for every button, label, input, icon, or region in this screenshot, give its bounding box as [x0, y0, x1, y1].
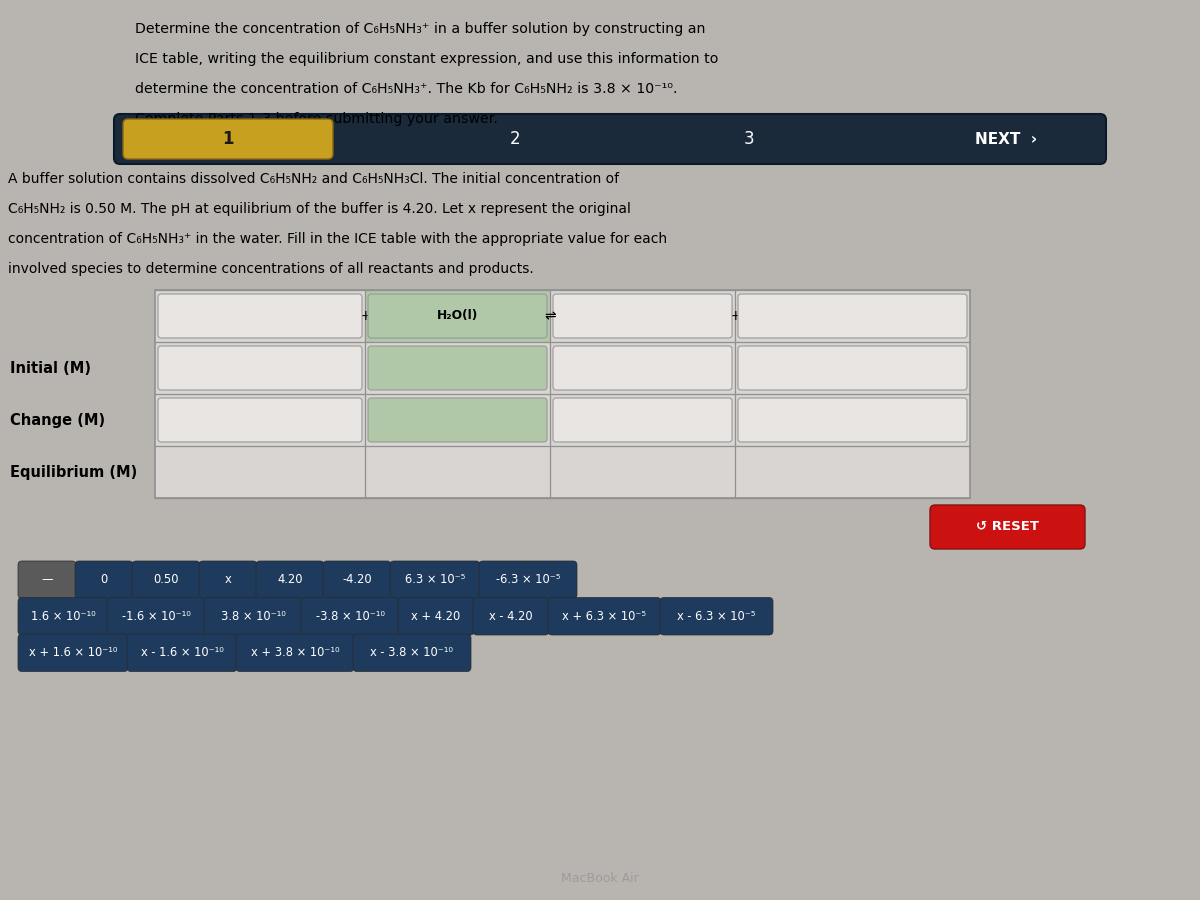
Text: +: +: [730, 309, 740, 323]
Text: x + 1.6 × 10⁻¹⁰: x + 1.6 × 10⁻¹⁰: [29, 646, 118, 659]
FancyBboxPatch shape: [236, 634, 354, 671]
Text: Equilibrium (M): Equilibrium (M): [10, 464, 137, 480]
Text: concentration of C₆H₅NH₃⁺ in the water. Fill in the ICE table with the appropria: concentration of C₆H₅NH₃⁺ in the water. …: [8, 232, 667, 246]
FancyBboxPatch shape: [158, 294, 362, 338]
FancyBboxPatch shape: [473, 598, 548, 635]
FancyBboxPatch shape: [353, 634, 472, 671]
Text: x - 4.20: x - 4.20: [490, 610, 533, 623]
FancyBboxPatch shape: [398, 598, 474, 635]
Text: ⇌: ⇌: [544, 309, 556, 323]
FancyBboxPatch shape: [158, 346, 362, 390]
Text: Complete Parts 1-3 before submitting your answer.: Complete Parts 1-3 before submitting you…: [134, 112, 498, 126]
Text: Change (M): Change (M): [10, 412, 106, 427]
FancyBboxPatch shape: [114, 114, 1106, 164]
Text: +: +: [359, 309, 371, 323]
FancyBboxPatch shape: [18, 634, 128, 671]
FancyBboxPatch shape: [199, 561, 257, 599]
Text: 6.3 × 10⁻⁵: 6.3 × 10⁻⁵: [404, 573, 466, 586]
Text: x - 3.8 × 10⁻¹⁰: x - 3.8 × 10⁻¹⁰: [371, 646, 454, 659]
Text: involved species to determine concentrations of all reactants and products.: involved species to determine concentrat…: [8, 262, 534, 276]
FancyBboxPatch shape: [368, 346, 547, 390]
FancyBboxPatch shape: [738, 346, 967, 390]
Text: C₆H₅NH₂ is 0.50 M. The pH at equilibrium of the buffer is 4.20. Let x represent : C₆H₅NH₂ is 0.50 M. The pH at equilibrium…: [8, 202, 631, 216]
FancyBboxPatch shape: [301, 598, 398, 635]
Text: x - 1.6 × 10⁻¹⁰: x - 1.6 × 10⁻¹⁰: [140, 646, 223, 659]
Text: 1: 1: [222, 130, 234, 148]
FancyBboxPatch shape: [18, 561, 76, 599]
Text: NEXT  ›: NEXT ›: [976, 131, 1038, 147]
Text: ⇌: ⇌: [544, 309, 556, 323]
Text: 1.6 × 10⁻¹⁰: 1.6 × 10⁻¹⁰: [31, 610, 95, 623]
Text: -6.3 × 10⁻⁵: -6.3 × 10⁻⁵: [496, 573, 560, 586]
FancyBboxPatch shape: [368, 398, 547, 442]
Text: x + 3.8 × 10⁻¹⁰: x + 3.8 × 10⁻¹⁰: [251, 646, 340, 659]
Text: H₂O(l): H₂O(l): [437, 310, 478, 322]
FancyBboxPatch shape: [256, 561, 324, 599]
FancyBboxPatch shape: [204, 598, 302, 635]
Text: A buffer solution contains dissolved C₆H₅NH₂ and C₆H₅NH₃Cl. The initial concentr: A buffer solution contains dissolved C₆H…: [8, 172, 619, 186]
FancyBboxPatch shape: [548, 598, 661, 635]
Bar: [155, 290, 970, 498]
Text: 2: 2: [510, 130, 521, 148]
Text: —: —: [41, 573, 53, 586]
FancyBboxPatch shape: [738, 294, 967, 338]
Text: 0: 0: [101, 573, 108, 586]
Text: Determine the concentration of C₆H₅NH₃⁺ in a buffer solution by constructing an: Determine the concentration of C₆H₅NH₃⁺ …: [134, 22, 706, 36]
Bar: [365, 290, 550, 342]
FancyBboxPatch shape: [553, 398, 732, 442]
Text: determine the concentration of C₆H₅NH₃⁺. The Kb for C₆H₅NH₂ is 3.8 × 10⁻¹⁰.: determine the concentration of C₆H₅NH₃⁺.…: [134, 82, 678, 96]
FancyBboxPatch shape: [124, 119, 334, 159]
FancyBboxPatch shape: [158, 398, 362, 442]
FancyBboxPatch shape: [368, 294, 547, 338]
Text: ↺ RESET: ↺ RESET: [976, 520, 1039, 534]
FancyBboxPatch shape: [107, 598, 205, 635]
FancyBboxPatch shape: [930, 505, 1085, 549]
Text: 0.50: 0.50: [154, 573, 179, 586]
FancyBboxPatch shape: [127, 634, 238, 671]
Text: -1.6 × 10⁻¹⁰: -1.6 × 10⁻¹⁰: [121, 610, 191, 623]
FancyBboxPatch shape: [738, 398, 967, 442]
Text: x: x: [224, 573, 232, 586]
FancyBboxPatch shape: [18, 598, 108, 635]
Text: Initial (M): Initial (M): [10, 361, 91, 375]
Text: 3: 3: [744, 130, 755, 148]
Text: x + 4.20: x + 4.20: [412, 610, 461, 623]
FancyBboxPatch shape: [553, 294, 732, 338]
Text: x + 6.3 × 10⁻⁵: x + 6.3 × 10⁻⁵: [563, 610, 647, 623]
FancyBboxPatch shape: [553, 346, 732, 390]
FancyBboxPatch shape: [660, 598, 773, 635]
FancyBboxPatch shape: [132, 561, 200, 599]
FancyBboxPatch shape: [479, 561, 577, 599]
Text: H₂O(l): H₂O(l): [437, 310, 478, 322]
Text: OH⁻(aq): OH⁻(aq): [614, 310, 670, 322]
Text: -3.8 × 10⁻¹⁰: -3.8 × 10⁻¹⁰: [316, 610, 384, 623]
FancyBboxPatch shape: [323, 561, 391, 599]
Text: 4.20: 4.20: [277, 573, 302, 586]
FancyBboxPatch shape: [74, 561, 133, 599]
Text: ICE table, writing the equilibrium constant expression, and use this information: ICE table, writing the equilibrium const…: [134, 52, 719, 66]
Text: MacBook Air: MacBook Air: [562, 871, 638, 885]
Text: C₆H₅NH₂(aq): C₆H₅NH₂(aq): [218, 310, 302, 322]
Text: C₆H₅NH₃⁺(aq): C₆H₅NH₃⁺(aq): [808, 310, 898, 322]
Text: 3.8 × 10⁻¹⁰: 3.8 × 10⁻¹⁰: [221, 610, 286, 623]
Text: -4.20: -4.20: [342, 573, 372, 586]
Text: x - 6.3 × 10⁻⁵: x - 6.3 × 10⁻⁵: [677, 610, 756, 623]
FancyBboxPatch shape: [390, 561, 480, 599]
